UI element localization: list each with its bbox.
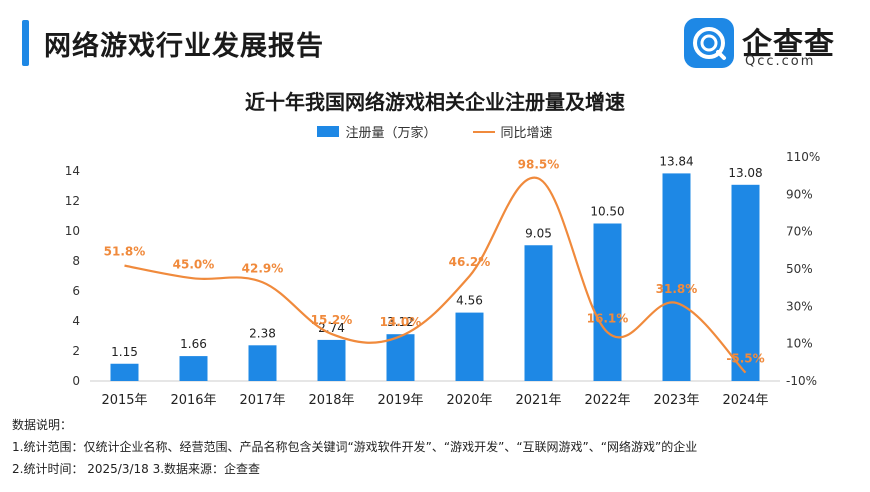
bar-value-label: 2.38 bbox=[249, 326, 276, 340]
y-right-tick-label: 50% bbox=[786, 262, 813, 276]
brand-name: 企查查 bbox=[742, 27, 835, 62]
x-tick-label: 2022年 bbox=[584, 393, 630, 408]
bar bbox=[386, 334, 415, 381]
growth-value-label: 46.2% bbox=[449, 255, 491, 269]
brand-logo-icon bbox=[684, 18, 734, 68]
growth-value-label: 16.1% bbox=[587, 311, 629, 325]
growth-value-label: 31.8% bbox=[656, 282, 698, 296]
brand-url: Qcc.com bbox=[745, 54, 816, 69]
chart-title: 近十年我国网络游戏相关企业注册量及增速 bbox=[245, 90, 625, 114]
bar-value-label: 4.56 bbox=[456, 294, 483, 308]
growth-value-label: -5.5% bbox=[726, 352, 764, 366]
bar bbox=[593, 223, 622, 381]
legend-label-growth: 同比增速 bbox=[500, 126, 553, 141]
bar bbox=[248, 345, 277, 381]
x-tick-label: 2021年 bbox=[515, 393, 561, 408]
bar bbox=[455, 312, 484, 381]
bar bbox=[524, 245, 553, 381]
growth-value-label: 98.5% bbox=[518, 157, 560, 171]
growth-value-label: 15.2% bbox=[311, 313, 353, 327]
x-tick-label: 2023年 bbox=[653, 393, 699, 408]
legend-item-growth: 同比增速 bbox=[472, 122, 553, 141]
x-tick-label: 2020年 bbox=[446, 393, 492, 408]
x-tick-label: 2016年 bbox=[170, 393, 216, 408]
bar-value-label: 10.50 bbox=[590, 205, 624, 219]
bar-value-label: 13.08 bbox=[728, 166, 762, 180]
legend-label-registrations: 注册量（万家） bbox=[345, 126, 437, 141]
bar-value-label: 1.66 bbox=[180, 337, 207, 351]
y-right-tick-label: 70% bbox=[786, 225, 813, 239]
x-tick-label: 2024年 bbox=[722, 393, 768, 408]
notes-scope: 1.统计范围：仅统计企业名称、经营范围、产品名称包含关键词“游戏软件开发”、“游… bbox=[12, 440, 698, 454]
report-title: 网络游戏行业发展报告 bbox=[44, 31, 324, 62]
y-left-tick-label: 14 bbox=[65, 164, 80, 178]
bar-value-label: 9.05 bbox=[525, 226, 552, 240]
x-tick-label: 2015年 bbox=[101, 393, 147, 408]
y-left-tick-label: 2 bbox=[72, 344, 80, 358]
growth-line bbox=[124, 176, 747, 374]
y-left-tick-label: 0 bbox=[72, 374, 80, 388]
y-left-tick-label: 4 bbox=[72, 314, 80, 328]
bar bbox=[731, 184, 760, 381]
y-left-tick-label: 12 bbox=[65, 194, 80, 208]
y-left-tick-label: 6 bbox=[72, 284, 80, 298]
growth-value-label: 45.0% bbox=[173, 257, 215, 271]
x-tick-label: 2018年 bbox=[308, 393, 354, 408]
y-right-tick-label: 10% bbox=[786, 337, 813, 351]
growth-value-label: 51.8% bbox=[104, 245, 146, 259]
growth-value-label: 14.0% bbox=[380, 315, 422, 329]
legend-item-registrations: 注册量（万家） bbox=[317, 122, 437, 141]
notes-time-source: 2.统计时间： 2025/3/18 3.数据来源：企查查 bbox=[12, 462, 261, 476]
y-right-tick-label: 110% bbox=[786, 150, 820, 164]
header-accent-bar bbox=[22, 20, 29, 66]
bar bbox=[317, 339, 346, 381]
bar bbox=[110, 363, 139, 381]
notes-heading: 数据说明： bbox=[12, 418, 73, 432]
chart-legend: 注册量（万家） 同比增速 bbox=[0, 122, 870, 141]
x-tick-label: 2019年 bbox=[377, 393, 423, 408]
x-tick-label: 2017年 bbox=[239, 393, 285, 408]
y-right-tick-label: 30% bbox=[786, 299, 813, 313]
bar bbox=[662, 173, 691, 381]
legend-swatch-line bbox=[472, 130, 495, 133]
bar bbox=[179, 356, 208, 381]
bar-value-label: 3.12 bbox=[387, 315, 414, 329]
y-left-tick-label: 8 bbox=[72, 254, 80, 268]
y-right-tick-label: -10% bbox=[786, 374, 817, 388]
bar-value-label: 1.15 bbox=[111, 345, 138, 359]
bar-value-label: 13.84 bbox=[659, 154, 693, 168]
data-notes: 数据说明： 1.统计范围：仅统计企业名称、经营范围、产品名称包含关键词“游戏软件… bbox=[12, 414, 697, 480]
y-right-tick-label: 90% bbox=[786, 187, 813, 201]
y-left-tick-label: 10 bbox=[65, 224, 80, 238]
legend-swatch-bar bbox=[317, 126, 340, 137]
growth-value-label: 42.9% bbox=[242, 261, 284, 275]
